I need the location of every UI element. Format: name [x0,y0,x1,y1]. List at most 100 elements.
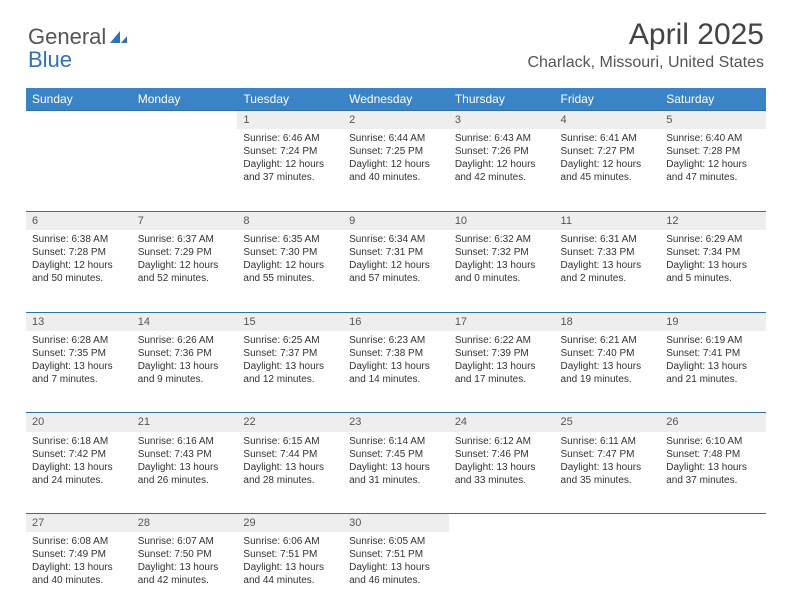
brand-part1: General [28,24,106,49]
daylight-line: Daylight: 13 hours and 2 minutes. [561,259,655,285]
day-number-cell: 11 [555,211,661,230]
sunset-line: Sunset: 7:47 PM [561,448,655,461]
sunrise-line: Sunrise: 6:05 AM [349,535,443,548]
day-number-cell: 7 [132,211,238,230]
daylight-line: Daylight: 12 hours and 45 minutes. [561,158,655,184]
day-number-cell [26,111,132,130]
sunrise-line: Sunrise: 6:32 AM [455,233,549,246]
day-header: Thursday [449,88,555,111]
day-header: Sunday [26,88,132,111]
daylight-line: Daylight: 12 hours and 40 minutes. [349,158,443,184]
sunrise-line: Sunrise: 6:26 AM [138,334,232,347]
day-body-cell: Sunrise: 6:07 AMSunset: 7:50 PMDaylight:… [132,532,238,614]
location-text: Charlack, Missouri, United States [28,54,764,72]
day-header-row: SundayMondayTuesdayWednesdayThursdayFrid… [26,88,766,111]
daylight-line: Daylight: 13 hours and 24 minutes. [32,461,126,487]
day-body-cell: Sunrise: 6:06 AMSunset: 7:51 PMDaylight:… [237,532,343,614]
sunrise-line: Sunrise: 6:12 AM [455,435,549,448]
week-number-row: 20212223242526 [26,413,766,432]
brand-logo: General Blue [28,24,128,73]
sunrise-line: Sunrise: 6:22 AM [455,334,549,347]
week-number-row: 12345 [26,111,766,130]
day-body-cell: Sunrise: 6:19 AMSunset: 7:41 PMDaylight:… [660,331,766,413]
day-body-cell: Sunrise: 6:35 AMSunset: 7:30 PMDaylight:… [237,230,343,312]
sunset-line: Sunset: 7:42 PM [32,448,126,461]
day-number-cell: 6 [26,211,132,230]
day-number-cell: 2 [343,111,449,130]
day-body-cell: Sunrise: 6:23 AMSunset: 7:38 PMDaylight:… [343,331,449,413]
day-number-cell: 5 [660,111,766,130]
sunrise-line: Sunrise: 6:07 AM [138,535,232,548]
sunrise-line: Sunrise: 6:35 AM [243,233,337,246]
day-header: Monday [132,88,238,111]
daylight-line: Daylight: 13 hours and 33 minutes. [455,461,549,487]
day-body-cell: Sunrise: 6:43 AMSunset: 7:26 PMDaylight:… [449,129,555,211]
sunset-line: Sunset: 7:24 PM [243,145,337,158]
sunrise-line: Sunrise: 6:18 AM [32,435,126,448]
day-header: Wednesday [343,88,449,111]
day-number-cell: 28 [132,514,238,533]
sunrise-line: Sunrise: 6:25 AM [243,334,337,347]
day-number-cell: 9 [343,211,449,230]
day-number-cell: 1 [237,111,343,130]
calendar-table: SundayMondayTuesdayWednesdayThursdayFrid… [26,88,766,614]
daylight-line: Daylight: 13 hours and 14 minutes. [349,360,443,386]
daylight-line: Daylight: 13 hours and 7 minutes. [32,360,126,386]
daylight-line: Daylight: 13 hours and 5 minutes. [666,259,760,285]
sunrise-line: Sunrise: 6:31 AM [561,233,655,246]
daylight-line: Daylight: 12 hours and 42 minutes. [455,158,549,184]
sunset-line: Sunset: 7:36 PM [138,347,232,360]
day-number-cell: 12 [660,211,766,230]
day-number-cell: 23 [343,413,449,432]
day-number-cell: 25 [555,413,661,432]
day-body-cell: Sunrise: 6:12 AMSunset: 7:46 PMDaylight:… [449,432,555,514]
daylight-line: Daylight: 12 hours and 57 minutes. [349,259,443,285]
sunrise-line: Sunrise: 6:38 AM [32,233,126,246]
day-body-cell: Sunrise: 6:34 AMSunset: 7:31 PMDaylight:… [343,230,449,312]
daylight-line: Daylight: 13 hours and 0 minutes. [455,259,549,285]
week-number-row: 6789101112 [26,211,766,230]
sunrise-line: Sunrise: 6:19 AM [666,334,760,347]
week-body-row: Sunrise: 6:46 AMSunset: 7:24 PM Daylight:… [26,129,766,211]
day-number-cell [660,514,766,533]
day-number-cell: 16 [343,312,449,331]
day-body-cell: Sunrise: 6:15 AMSunset: 7:44 PMDaylight:… [237,432,343,514]
day-number-cell [449,514,555,533]
day-number-cell [555,514,661,533]
day-body-cell: Sunrise: 6:29 AMSunset: 7:34 PMDaylight:… [660,230,766,312]
day-number-cell: 3 [449,111,555,130]
day-body-cell: Sunrise: 6:05 AMSunset: 7:51 PMDaylight:… [343,532,449,614]
sunrise-line: Sunrise: 6:41 AM [561,132,655,145]
sunset-line: Sunset: 7:37 PM [243,347,337,360]
day-body-cell: Sunrise: 6:18 AMSunset: 7:42 PMDaylight:… [26,432,132,514]
daylight-line: Daylight: 12 hours and 52 minutes. [138,259,232,285]
sunset-line: Sunset: 7:27 PM [561,145,655,158]
sunrise-line: Sunrise: 6:46 AM [243,132,337,145]
day-number-cell: 17 [449,312,555,331]
day-body-cell: Sunrise: 6:08 AMSunset: 7:49 PMDaylight:… [26,532,132,614]
sunset-line: Sunset: 7:30 PM [243,246,337,259]
sunrise-line: Sunrise: 6:11 AM [561,435,655,448]
day-body-cell: Sunrise: 6:41 AMSunset: 7:27 PMDaylight:… [555,129,661,211]
week-body-row: Sunrise: 6:08 AMSunset: 7:49 PMDaylight:… [26,532,766,614]
day-number-cell: 14 [132,312,238,331]
week-number-row: 13141516171819 [26,312,766,331]
day-number-cell: 22 [237,413,343,432]
day-body-cell: Sunrise: 6:14 AMSunset: 7:45 PMDaylight:… [343,432,449,514]
week-body-row: Sunrise: 6:38 AMSunset: 7:28 PMDaylight:… [26,230,766,312]
daylight-line: Daylight: 13 hours and 42 minutes. [138,561,232,587]
day-number-cell: 20 [26,413,132,432]
daylight-line: Daylight: 13 hours and 17 minutes. [455,360,549,386]
day-body-cell: Sunrise: 6:38 AMSunset: 7:28 PMDaylight:… [26,230,132,312]
day-number-cell: 29 [237,514,343,533]
sunset-line: Sunset: 7:38 PM [349,347,443,360]
day-number-cell: 27 [26,514,132,533]
sunset-line: Sunset: 7:26 PM [455,145,549,158]
day-body-cell: Sunrise: 6:26 AMSunset: 7:36 PMDaylight:… [132,331,238,413]
sunset-line: Sunset: 7:31 PM [349,246,443,259]
header: General Blue April 2025 Charlack, Missou… [0,0,792,80]
day-number-cell: 15 [237,312,343,331]
day-body-cell: Sunrise: 6:32 AMSunset: 7:32 PMDaylight:… [449,230,555,312]
day-body-cell [555,532,661,614]
sunrise-line: Sunrise: 6:29 AM [666,233,760,246]
